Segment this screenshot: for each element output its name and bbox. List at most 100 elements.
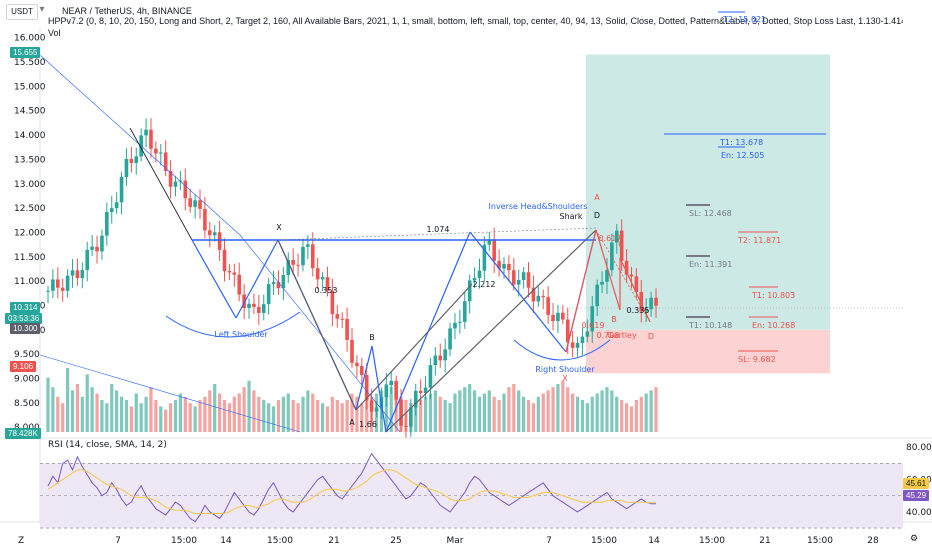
candle-body (590, 306, 595, 332)
gartley-leg (595, 229, 651, 323)
volume-bar (46, 377, 50, 432)
volume-bar (487, 390, 491, 432)
pattern-leg (371, 345, 387, 433)
bottom-bar: Z ⚙ (0, 528, 932, 550)
candle-body (232, 272, 237, 275)
x-tick-label: Mar (447, 536, 464, 546)
volume-bar (281, 396, 285, 432)
rsi-tick-label: 40.00 (906, 508, 932, 518)
volume-bar (620, 400, 624, 432)
candle-body (183, 180, 188, 199)
volume-legend[interactable]: Vol (48, 28, 61, 38)
gear-icon[interactable]: ⚙ (910, 534, 919, 544)
volume-bar (316, 400, 320, 432)
candle-body (296, 264, 300, 266)
volume-bar (80, 396, 84, 432)
volume-bar (345, 400, 349, 432)
x-tick-label: 21 (759, 536, 770, 546)
shoulder-arc (513, 339, 611, 361)
candle-body (453, 322, 457, 329)
shoulder-arc (165, 311, 301, 338)
volume-bar (605, 387, 609, 432)
candle-body (60, 287, 65, 291)
volume-bar (649, 390, 653, 432)
candle-body (364, 374, 369, 401)
pattern-label: 0.619 (582, 321, 605, 330)
candle-body (610, 242, 614, 271)
volume-bar (541, 393, 545, 432)
shark-leg (277, 227, 597, 241)
candle-body (404, 425, 408, 427)
candle-body (516, 280, 521, 285)
candle-body (409, 407, 413, 427)
candle-body (257, 306, 261, 313)
candle-body (360, 366, 364, 375)
volume-bar (66, 368, 70, 432)
y-tick-label: 13.500 (14, 155, 46, 165)
pattern-label: 0.617 (599, 234, 622, 243)
volume-bar (154, 400, 158, 432)
y-tick-label: 13.000 (14, 180, 46, 190)
volume-bar (247, 380, 251, 432)
zoom-reset-button[interactable]: Z (18, 536, 25, 546)
volume-bar (291, 400, 295, 432)
candle-body (252, 303, 256, 307)
candle-body (423, 387, 428, 394)
volume-bar (634, 400, 638, 432)
candle-body (570, 342, 575, 348)
candle-body (56, 279, 60, 288)
rsi-series-line (47, 469, 656, 514)
candle-body (237, 274, 242, 295)
gartley-leg (565, 229, 597, 353)
volume-bar (139, 403, 143, 432)
volume-bar (419, 400, 423, 432)
candle-body (575, 342, 580, 348)
candle-body (458, 321, 462, 323)
volume-bar (350, 393, 354, 432)
volume-bar (497, 400, 501, 432)
y-tick-label: 8.500 (14, 399, 40, 409)
pattern-label: A (349, 418, 355, 427)
volume-bar (325, 406, 330, 432)
x-tick-label: 7 (115, 536, 121, 546)
volume-bar (61, 403, 65, 432)
shark-leg (277, 239, 357, 411)
pattern-label: X (562, 374, 568, 383)
pattern-leg (355, 345, 373, 411)
pattern-label: Right Shoulder (535, 365, 595, 374)
volume-bar (365, 400, 369, 432)
candle-body (198, 200, 202, 209)
target-label: En: 11.391 (689, 260, 732, 269)
target-label: T1: 13.678 (719, 138, 763, 147)
volume-bar (389, 387, 393, 432)
low-price-tag: 9.106 (10, 361, 37, 372)
volume-bar (556, 384, 560, 432)
rsi-legend: RSI (14, close, SMA, 14, 2) (48, 440, 167, 450)
volume-bar (566, 387, 570, 432)
chevron-down-icon[interactable]: ▾ (39, 4, 45, 15)
candle-body (624, 260, 629, 275)
candle-body (276, 282, 281, 289)
candle-body (163, 152, 168, 171)
volume-bar (149, 387, 153, 432)
target-label: T1: 10.148 (688, 321, 732, 330)
volume-bar (575, 396, 580, 432)
candle-body (188, 198, 192, 207)
candle-body (649, 297, 653, 310)
volume-bar (183, 396, 187, 432)
pattern-label: Inverse Head&Shoulders (489, 202, 588, 211)
volume-bar (526, 400, 531, 432)
volume-bar (458, 390, 462, 432)
candle-body (51, 279, 55, 291)
currency-selector[interactable]: USDT (6, 4, 38, 20)
pattern-label: 0.708 (597, 331, 620, 340)
x-tick-label: 15:00 (591, 536, 617, 546)
pattern-label: 1.66 (359, 420, 377, 429)
pattern-label: B (611, 315, 617, 324)
symbol-title[interactable]: NEAR / TetherUS, 4h, BINANCE (62, 6, 192, 16)
pattern-label: 1.074 (427, 225, 450, 234)
candle-body (565, 319, 570, 343)
volume-bar (134, 393, 138, 432)
indicator-legend[interactable]: HPPv7.2 (0, 8, 10, 20, 150, Long and Sho… (48, 16, 903, 26)
